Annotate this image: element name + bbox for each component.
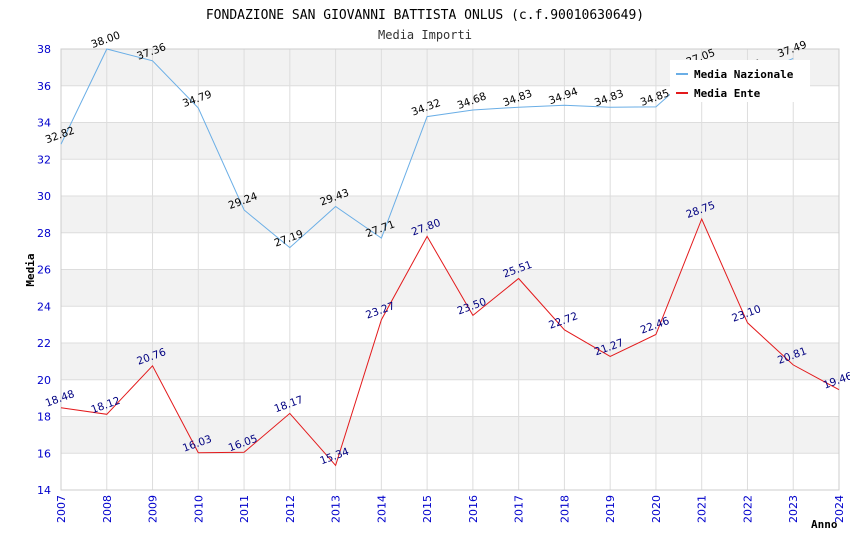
chart-title: FONDAZIONE SAN GIOVANNI BATTISTA ONLUS (… <box>206 8 644 23</box>
background-bands <box>61 49 839 454</box>
x-axis-label: Anno <box>811 518 838 531</box>
data-label: 34.94 <box>547 86 580 108</box>
x-tick-label: 2007 <box>55 495 68 523</box>
y-tick-label: 24 <box>37 300 51 313</box>
series-line-media-ente <box>60 217 840 467</box>
x-tick-label: 2008 <box>101 495 114 523</box>
y-tick-label: 34 <box>37 117 51 130</box>
y-tick-label: 20 <box>37 374 51 387</box>
x-tick-label: 2024 <box>833 495 846 523</box>
data-label: 34.83 <box>501 88 533 110</box>
legend-entry: Media Nazionale <box>694 68 794 81</box>
y-tick-label: 22 <box>37 337 51 350</box>
legend: Media Nazionale Media Ente <box>670 60 810 102</box>
y-tick-label: 32 <box>37 153 51 166</box>
x-tick-label: 2018 <box>558 495 571 523</box>
x-tick-label: 2015 <box>421 495 434 523</box>
data-label: 34.68 <box>456 90 488 112</box>
x-tick-label: 2017 <box>513 495 526 523</box>
y-tick-label: 14 <box>37 484 51 497</box>
y-axis-label: Media <box>24 253 37 286</box>
x-tick-label: 2014 <box>375 495 388 523</box>
x-tick-label: 2022 <box>741 495 754 523</box>
data-label: 34.85 <box>639 87 671 109</box>
x-tick-label: 2012 <box>284 495 297 523</box>
data-label: 22.46 <box>639 315 672 337</box>
x-tick-label: 2021 <box>696 495 709 523</box>
x-axis-ticks: 2007 2008 2009 2010 2011 2012 2013 2014 2015 2016… <box>55 495 846 523</box>
x-tick-label: 2016 <box>467 495 480 523</box>
data-label: 18.17 <box>273 394 305 416</box>
y-tick-label: 28 <box>37 227 51 240</box>
grid-band <box>61 122 839 160</box>
x-tick-label: 2013 <box>330 495 343 523</box>
legend-entry: Media Ente <box>694 87 761 100</box>
grid-band <box>61 196 839 233</box>
grid-lines <box>60 48 840 491</box>
data-label: 38.00 <box>90 29 122 51</box>
y-tick-label: 26 <box>37 264 51 277</box>
x-tick-label: 2020 <box>650 495 663 523</box>
x-tick-label: 2009 <box>147 495 160 523</box>
x-tick-label: 2023 <box>787 495 800 523</box>
y-tick-label: 38 <box>37 43 51 56</box>
data-label: 18.48 <box>44 388 76 410</box>
y-tick-label: 30 <box>37 190 51 203</box>
series-lines <box>60 48 840 467</box>
y-tick-label: 36 <box>37 80 51 93</box>
data-label: 18.12 <box>90 395 122 417</box>
chart-subtitle: Media Importi <box>378 28 472 42</box>
plot-border <box>60 48 840 491</box>
y-axis-ticks: 14 16 18 20 22 24 26 28 30 32 34 36 38 <box>37 43 51 497</box>
grid-band <box>61 343 839 380</box>
y-tick-label: 18 <box>37 411 51 424</box>
y-tick-label: 16 <box>37 447 51 460</box>
legend-box <box>670 60 810 102</box>
x-tick-label: 2011 <box>238 495 251 523</box>
grid-band <box>61 416 839 454</box>
data-label: 34.83 <box>593 88 625 110</box>
x-tick-label: 2010 <box>192 495 205 523</box>
x-tick-label: 2019 <box>604 495 617 523</box>
